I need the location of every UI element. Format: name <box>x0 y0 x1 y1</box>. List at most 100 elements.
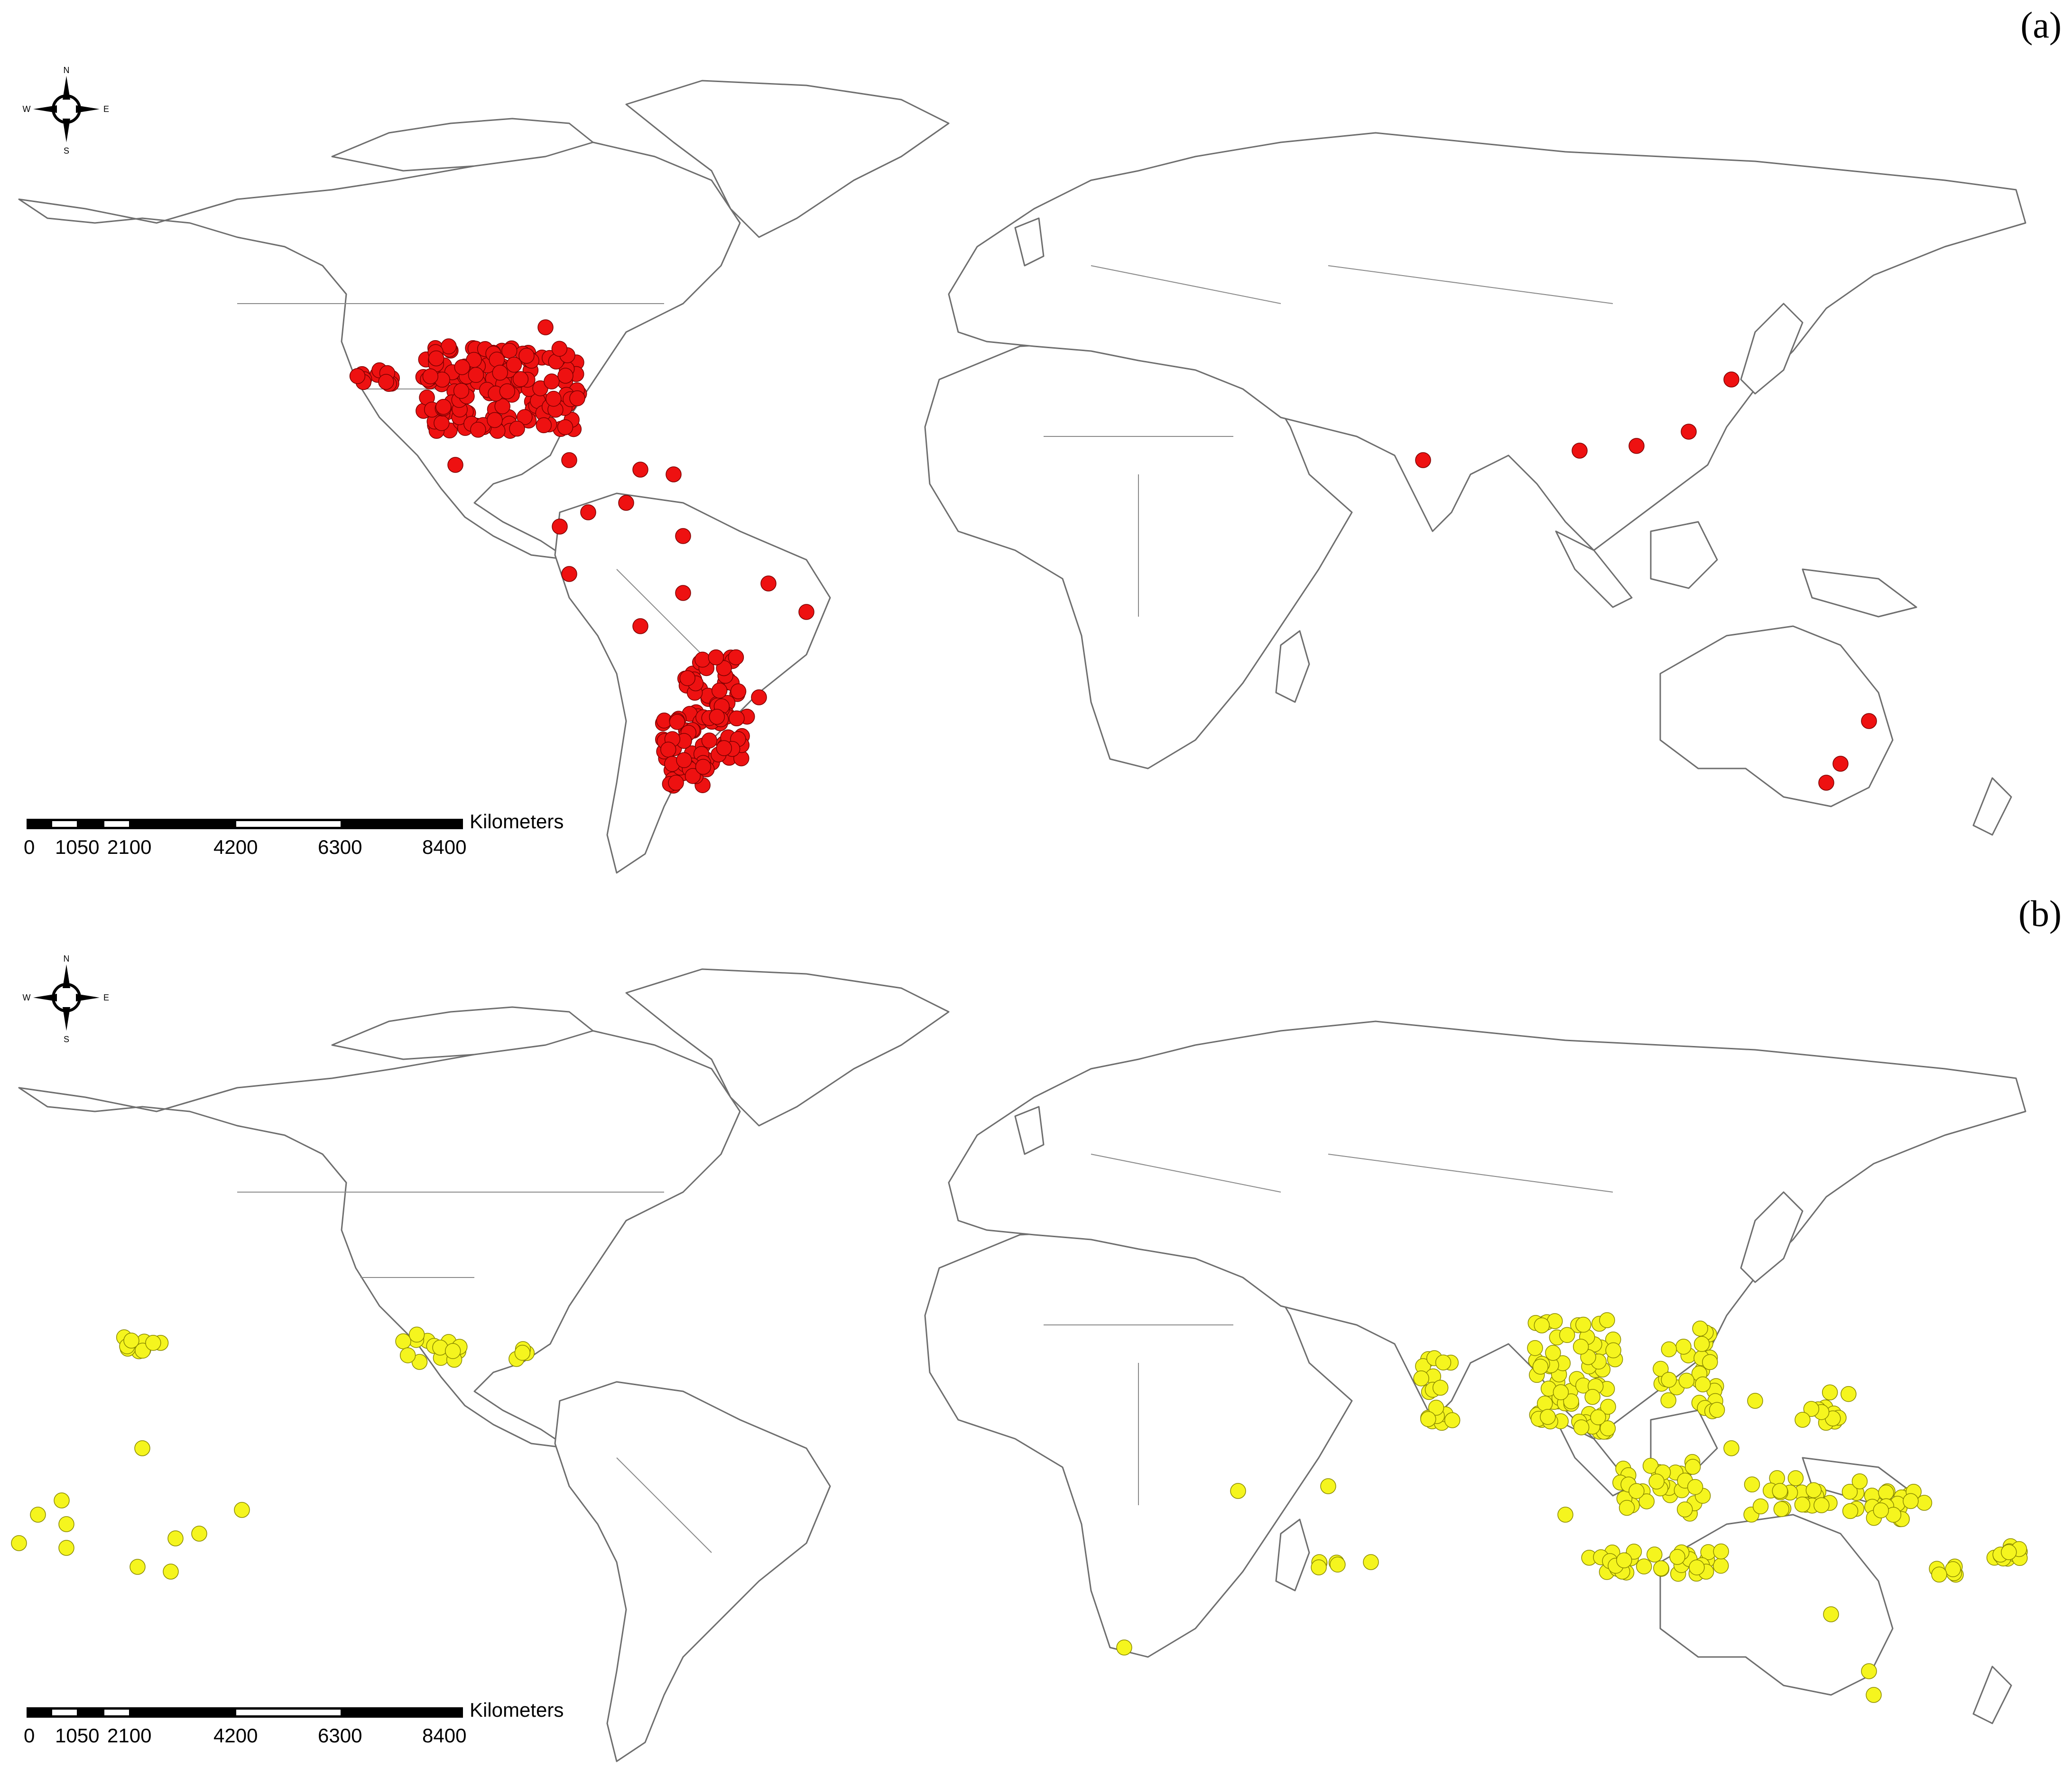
occurrence-point <box>1311 1559 1327 1575</box>
occurrence-point <box>666 466 682 482</box>
occurrence-point <box>1675 1339 1692 1355</box>
occurrence-point <box>441 338 457 354</box>
occurrence-point <box>798 604 814 620</box>
occurrence-point <box>1692 1320 1708 1337</box>
australia <box>1659 625 1894 807</box>
occurrence-point <box>676 752 692 768</box>
occurrence-point <box>454 359 471 375</box>
occurrence-point <box>1320 1478 1336 1494</box>
occurrence-point <box>163 1564 179 1580</box>
occurrence-point <box>569 390 585 407</box>
scale-tick-3-b: 4200 <box>213 1724 258 1747</box>
occurrence-point <box>1702 1354 1718 1370</box>
occurrence-point <box>518 348 535 364</box>
occurrence-point <box>1653 1560 1669 1576</box>
scale-tick-1-b: 1050 <box>55 1724 99 1747</box>
occurrence-point <box>557 419 574 435</box>
compass-n: N <box>64 65 70 75</box>
occurrence-point <box>1648 1473 1665 1490</box>
occurrence-point <box>1945 1561 1961 1577</box>
occurrence-point <box>1557 1507 1573 1523</box>
occurrence-point <box>1415 452 1431 468</box>
occurrence-point <box>544 373 560 389</box>
occurrence-points-b <box>11 1312 2028 1703</box>
occurrence-point <box>701 732 718 749</box>
madagascar <box>1275 630 1310 703</box>
occurrence-point <box>1534 1317 1550 1333</box>
occurrence-point <box>1532 1359 1549 1375</box>
occurrence-point <box>1866 1687 1882 1703</box>
occurrence-point <box>1744 1476 1760 1493</box>
occurrence-point <box>123 1333 139 1349</box>
occurrence-point <box>1709 1402 1725 1418</box>
occurrence-point <box>711 683 728 699</box>
occurrence-point <box>580 504 596 520</box>
panel-label-a: (a) <box>2020 4 2062 46</box>
arctic-archipelago <box>331 118 594 172</box>
occurrence-point <box>1590 1409 1606 1425</box>
scale-tick-4-b: 6300 <box>318 1724 362 1747</box>
occurrence-point <box>675 528 691 544</box>
occurrence-point <box>1616 1552 1632 1568</box>
occurrence-point <box>1646 1546 1663 1563</box>
occurrence-point <box>1794 1412 1811 1428</box>
compass-s: S <box>64 1035 69 1044</box>
occurrence-point <box>561 566 577 582</box>
occurrence-point <box>728 649 744 666</box>
occurrence-point <box>1600 1420 1616 1436</box>
world-map-a <box>18 80 2026 874</box>
occurrence-point <box>134 1440 150 1456</box>
occurrence-point <box>444 1343 461 1359</box>
occurrence-point <box>1818 775 1834 791</box>
occurrence-point <box>669 714 685 730</box>
occurrence-point <box>509 420 525 437</box>
occurrence-point <box>694 651 711 668</box>
british-isles <box>1014 217 1045 267</box>
compass-w: W <box>23 993 31 1002</box>
borneo <box>1650 521 1718 589</box>
occurrence-point <box>751 689 767 705</box>
occurrence-point <box>1772 1483 1788 1499</box>
occurrence-point <box>1842 1503 1859 1519</box>
occurrence-point <box>536 417 552 434</box>
panel-b: (b) N S E W Kilometers 0 1050 2100 4200 … <box>0 888 2072 1777</box>
occurrence-point <box>1677 1501 1693 1518</box>
occurrence-point <box>1636 1558 1652 1574</box>
occurrence-point <box>468 367 484 383</box>
occurrence-point <box>1678 1372 1695 1389</box>
occurrence-point <box>1684 1459 1701 1475</box>
scale-tick-3-a: 4200 <box>213 836 258 858</box>
occurrence-point <box>434 415 450 431</box>
occurrence-point <box>1573 1419 1590 1435</box>
scale-unit-a: Kilometers <box>470 810 564 833</box>
scale-tick-0-a: 0 <box>24 836 35 858</box>
scale-tick-2-a: 2100 <box>107 836 151 858</box>
new-guinea <box>1802 568 1917 618</box>
occurrence-point <box>191 1526 207 1542</box>
occurrence-point <box>447 457 463 473</box>
occurrence-point <box>2001 1544 2017 1560</box>
occurrence-point <box>1428 1399 1444 1416</box>
occurrence-point <box>1432 1379 1449 1396</box>
occurrence-point <box>1712 1557 1729 1574</box>
occurrence-point <box>1841 1483 1858 1500</box>
occurrence-point <box>1435 1354 1452 1370</box>
occurrence-point <box>1599 1312 1615 1328</box>
occurrence-point <box>494 398 510 415</box>
occurrence-point <box>1723 1440 1739 1456</box>
occurrence-point <box>1628 1483 1645 1499</box>
compass-w: W <box>23 104 31 114</box>
occurrence-point <box>1823 1606 1839 1622</box>
occurrence-point <box>1572 443 1588 459</box>
occurrence-point <box>1903 1493 1919 1509</box>
occurrence-point <box>695 759 712 775</box>
scale-tick-2-b: 2100 <box>107 1724 151 1747</box>
occurrence-point <box>1413 1370 1429 1387</box>
occurrence-point <box>1642 1458 1659 1474</box>
occurrence-point <box>1694 1376 1711 1393</box>
occurrence-point <box>557 368 574 384</box>
occurrence-point <box>512 371 529 387</box>
occurrence-point <box>1572 1339 1589 1355</box>
occurrence-point <box>1773 1501 1790 1517</box>
occurrence-point <box>632 462 648 478</box>
